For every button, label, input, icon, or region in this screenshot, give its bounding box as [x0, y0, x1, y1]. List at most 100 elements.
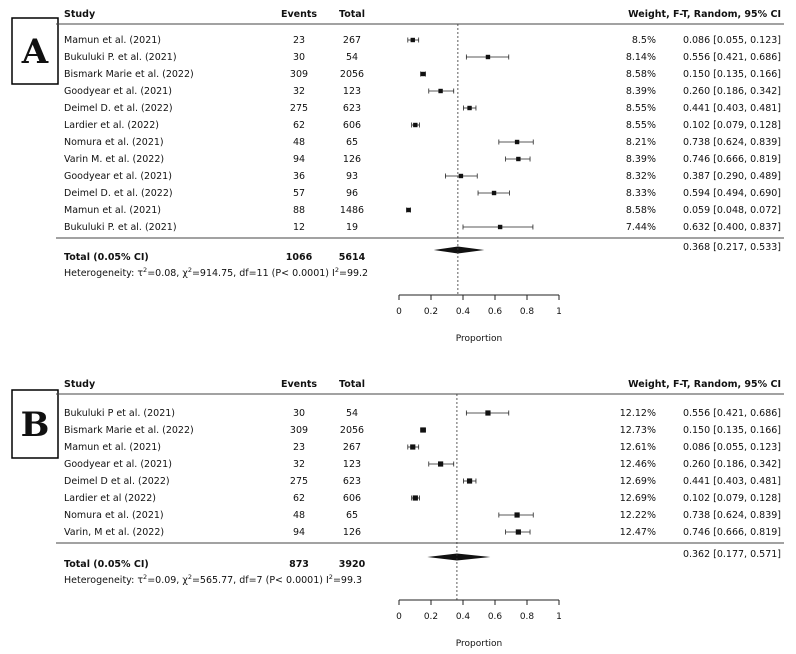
study-total: 2056: [340, 425, 364, 436]
study-ci: 0.441 [0.403, 0.481]: [683, 476, 781, 487]
study-ci: 0.738 [0.624, 0.839]: [683, 510, 781, 521]
total-events: 873: [289, 559, 309, 570]
study-total: 267: [343, 442, 361, 453]
study-weight: 8.39%: [626, 154, 656, 165]
study-total: 123: [343, 86, 361, 97]
study-ci: 0.260 [0.186, 0.342]: [683, 459, 781, 470]
study-ci: 0.556 [0.421, 0.686]: [683, 408, 781, 419]
point-estimate: [458, 173, 464, 179]
study-weight: 8.55%: [626, 120, 656, 131]
point-estimate: [466, 478, 473, 484]
heterogeneity-text: Heterogeneity: τ2=0.08, χ2=914.75, df=11…: [64, 266, 368, 279]
study-total: 65: [346, 137, 358, 148]
study-events: 275: [290, 103, 308, 114]
study-ci: 0.746 [0.666, 0.819]: [683, 154, 781, 165]
study-events: 309: [290, 69, 308, 80]
study-weight: 7.44%: [626, 222, 656, 233]
forest-panel-a: A Study Events Total Weight, F-T, Random, 95…: [11, 9, 784, 344]
study-events: 48: [293, 137, 305, 148]
study-events: 30: [293, 408, 305, 419]
header-study: Study: [64, 379, 96, 390]
study-name: Bukuluki P et al. (2021): [64, 408, 175, 419]
study-name: Nomura et al. (2021): [64, 510, 164, 521]
study-events: 23: [293, 35, 305, 46]
x-tick-label: 0.6: [488, 612, 503, 622]
study-events: 309: [290, 425, 308, 436]
point-estimate: [406, 207, 411, 213]
panel-label: A: [21, 32, 49, 72]
study-total: 606: [343, 120, 361, 131]
study-events: 94: [293, 154, 305, 165]
study-name: Lardier et al (2022): [64, 493, 156, 504]
study-ci: 0.556 [0.421, 0.686]: [683, 52, 781, 63]
study-events: 57: [293, 188, 305, 199]
study-total: 623: [343, 103, 361, 114]
x-tick-label: 1: [556, 307, 562, 317]
study-weight: 8.21%: [626, 137, 656, 148]
study-total: 123: [343, 459, 361, 470]
total-total: 3920: [339, 559, 366, 570]
point-estimate: [410, 444, 416, 450]
study-total: 126: [343, 527, 361, 538]
study-name: Bukuluki P. et al. (2021): [64, 222, 177, 233]
study-ci: 0.150 [0.135, 0.166]: [683, 69, 781, 80]
study-name: Bismark Marie et al. (2022): [64, 69, 194, 80]
header-weight-ci: Weight, F-T, Random, 95% CI: [628, 379, 781, 390]
study-name: Nomura et al. (2021): [64, 137, 164, 148]
study-total: 65: [346, 510, 358, 521]
study-weight: 12.69%: [620, 476, 656, 487]
x-tick-label: 0.8: [520, 307, 535, 317]
x-tick-label: 0.2: [424, 307, 438, 317]
point-estimate: [516, 156, 521, 162]
study-weight: 12.73%: [620, 425, 656, 436]
study-events: 48: [293, 510, 305, 521]
header-events: Events: [281, 9, 317, 20]
study-events: 62: [293, 493, 305, 504]
study-total: 623: [343, 476, 361, 487]
study-total: 54: [346, 408, 358, 419]
point-estimate: [485, 54, 491, 60]
x-axis-label: Proportion: [456, 639, 502, 649]
x-tick-label: 0: [396, 612, 402, 622]
total-events: 1066: [286, 252, 313, 263]
study-ci: 0.746 [0.666, 0.819]: [683, 527, 781, 538]
study-total: 1486: [340, 205, 364, 216]
study-weight: 12.47%: [620, 527, 656, 538]
point-estimate: [420, 427, 426, 433]
point-estimate: [412, 495, 418, 501]
total-label: Total (0.05% CI): [64, 559, 149, 570]
study-ci: 0.059 [0.048, 0.072]: [683, 205, 781, 216]
pooled-estimate-diamond: [427, 553, 491, 561]
study-events: 30: [293, 52, 305, 63]
study-name: Goodyear et al. (2021): [64, 459, 172, 470]
x-axis-label: Proportion: [456, 334, 502, 344]
x-tick-label: 1: [556, 612, 562, 622]
point-estimate: [438, 461, 444, 467]
x-tick-label: 0.2: [424, 612, 438, 622]
point-estimate: [514, 512, 520, 518]
study-events: 12: [293, 222, 305, 233]
study-weight: 8.5%: [632, 35, 656, 46]
study-name: Deimel D et al. (2022): [64, 476, 170, 487]
study-weight: 12.69%: [620, 493, 656, 504]
study-total: 93: [346, 171, 358, 182]
study-name: Bismark Marie et al. (2022): [64, 425, 194, 436]
study-ci: 0.738 [0.624, 0.839]: [683, 137, 781, 148]
study-name: Bukuluki P. et al. (2021): [64, 52, 177, 63]
point-estimate: [491, 190, 497, 196]
study-ci: 0.086 [0.055, 0.123]: [683, 442, 781, 453]
panel-label-box: [11, 17, 59, 85]
study-ci: 0.260 [0.186, 0.342]: [683, 86, 781, 97]
panel-label: B: [21, 405, 50, 445]
x-tick-label: 0: [396, 307, 402, 317]
header-weight-ci: Weight, F-T, Random, 95% CI: [628, 9, 781, 20]
header-study: Study: [64, 9, 96, 20]
study-total: 54: [346, 52, 358, 63]
point-estimate: [514, 139, 520, 145]
study-ci: 0.086 [0.055, 0.123]: [683, 35, 781, 46]
total-ci: 0.368 [0.217, 0.533]: [683, 242, 781, 253]
point-estimate: [410, 37, 415, 43]
header-events: Events: [281, 379, 317, 390]
study-weight: 8.58%: [626, 69, 656, 80]
